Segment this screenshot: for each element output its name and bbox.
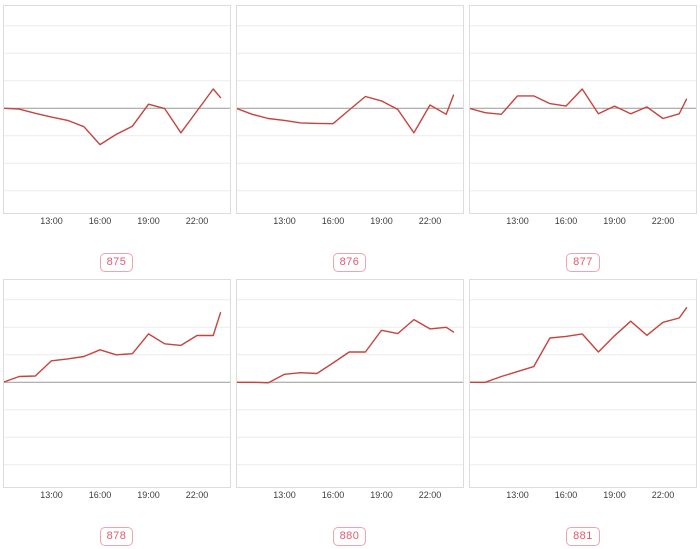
x-tick-label: 13:00 [40, 216, 63, 226]
chart-id-badge-877[interactable]: 877 [566, 253, 600, 272]
x-axis-877: 13:00 16:00 19:00 22:00 [470, 214, 696, 231]
x-tick-label: 19:00 [370, 216, 393, 226]
sparkline-chart-880 [236, 279, 464, 488]
x-tick-label: 16:00 [321, 216, 345, 226]
x-tick-label: 22:00 [418, 216, 442, 226]
x-axis-881: 13:00 16:00 19:00 22:00 [470, 488, 696, 505]
x-tick-label: 13:00 [506, 490, 529, 500]
chart-id-badge-878[interactable]: 878 [99, 527, 134, 546]
x-tick-label: 16:00 [88, 216, 112, 226]
series-line [470, 88, 688, 120]
x-tick-label: 19:00 [137, 216, 160, 226]
chart-id-badge-876[interactable]: 876 [332, 253, 367, 272]
sparkline-svg [470, 25, 696, 192]
series-line [237, 94, 455, 134]
sparkline-chart-877 [469, 5, 697, 214]
x-tick-label: 19:00 [603, 216, 626, 226]
x-tick-label: 16:00 [88, 490, 112, 500]
chart-cell-881: 13:00 16:00 19:00 22:00 881 [466, 274, 700, 549]
x-tick-label: 16:00 [554, 216, 578, 226]
sparkline-svg [237, 25, 463, 192]
x-tick-label: 16:00 [321, 490, 345, 500]
x-tick-label: 22:00 [651, 490, 675, 500]
sparkline-svg [237, 299, 463, 466]
chart-cell-878: 13:00 16:00 19:00 22:00 878 [0, 274, 233, 549]
sparkline-chart-878 [3, 279, 231, 488]
chart-id-badge-881[interactable]: 881 [566, 527, 600, 546]
x-tick-label: 16:00 [554, 490, 578, 500]
chart-id-badge-875[interactable]: 875 [99, 253, 134, 272]
badge-row: 881 [466, 526, 700, 546]
x-axis-880: 13:00 16:00 19:00 22:00 [237, 488, 463, 505]
x-tick-label: 13:00 [273, 490, 296, 500]
badge-row: 880 [233, 526, 466, 546]
x-axis-875: 13:00 16:00 19:00 22:00 [4, 214, 230, 231]
sparkline-chart-876 [236, 5, 464, 214]
sparkline-svg [4, 25, 230, 192]
series-line [4, 312, 222, 383]
x-tick-label: 19:00 [137, 490, 160, 500]
x-tick-label: 22:00 [418, 490, 442, 500]
x-tick-label: 22:00 [185, 216, 209, 226]
x-tick-label: 22:00 [185, 490, 209, 500]
sparkline-svg [470, 299, 696, 466]
x-axis-876: 13:00 16:00 19:00 22:00 [237, 214, 463, 231]
x-tick-label: 22:00 [651, 216, 675, 226]
badge-row: 878 [0, 526, 233, 546]
chart-cell-875: 13:00 16:00 19:00 22:00 875 [0, 0, 233, 274]
series-line [470, 307, 688, 384]
x-axis-878: 13:00 16:00 19:00 22:00 [4, 488, 230, 505]
series-line [4, 88, 222, 146]
chart-cell-876: 13:00 16:00 19:00 22:00 876 [233, 0, 466, 274]
chart-id-badge-880[interactable]: 880 [332, 527, 367, 546]
x-tick-label: 13:00 [273, 216, 296, 226]
sparkline-chart-881 [469, 279, 697, 488]
sparkline-svg [4, 299, 230, 466]
series-line [237, 318, 455, 384]
chart-cell-877: 13:00 16:00 19:00 22:00 877 [466, 0, 700, 274]
badge-row: 875 [0, 252, 233, 272]
sparkline-chart-875 [3, 5, 231, 214]
badge-row: 877 [466, 252, 700, 272]
x-tick-label: 19:00 [603, 490, 626, 500]
x-tick-label: 19:00 [370, 490, 393, 500]
x-tick-label: 13:00 [506, 216, 529, 226]
x-tick-label: 13:00 [40, 490, 63, 500]
chart-cell-880: 13:00 16:00 19:00 22:00 880 [233, 274, 466, 549]
badge-row: 876 [233, 252, 466, 272]
